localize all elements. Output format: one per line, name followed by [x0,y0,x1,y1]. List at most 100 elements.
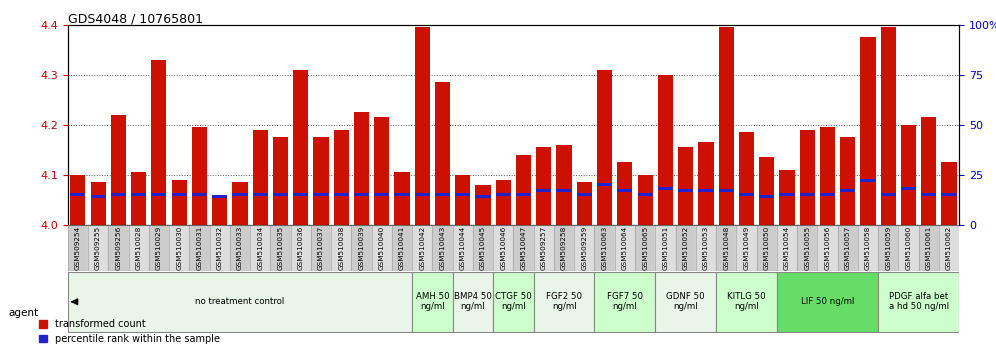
Text: GSM510033: GSM510033 [237,226,243,270]
Text: GDS4048 / 10765801: GDS4048 / 10765801 [68,12,203,25]
Text: CTGF 50
ng/ml: CTGF 50 ng/ml [495,292,532,312]
Bar [374,117,389,225]
Text: GSM510061: GSM510061 [925,226,932,270]
Bar [861,179,875,182]
Bar [455,193,470,196]
Bar [716,225,736,271]
Bar [192,193,207,196]
Bar [414,27,430,225]
Text: GSM510058: GSM510058 [865,226,871,270]
Bar [209,225,230,271]
Bar [412,272,452,331]
Bar [698,142,713,225]
Bar [131,172,146,225]
Text: GSM510060: GSM510060 [905,226,911,270]
Bar [696,225,716,271]
Bar [391,225,412,271]
Bar [334,193,349,196]
Bar [655,225,675,271]
Bar [473,225,493,271]
Bar [901,187,916,190]
Bar [939,225,959,271]
Text: GSM510034: GSM510034 [257,226,263,270]
Bar [757,225,777,271]
Text: GSM510028: GSM510028 [135,226,141,270]
Text: GSM510031: GSM510031 [196,226,202,270]
Text: GSM510043: GSM510043 [439,226,445,270]
Bar [414,193,430,196]
Text: GSM510036: GSM510036 [298,226,304,270]
Bar [334,130,349,225]
Bar [354,193,370,196]
Bar [759,195,774,198]
Bar [901,125,916,225]
Bar [151,60,166,225]
Bar [91,182,106,225]
Bar [637,193,652,196]
Bar [452,225,473,271]
Text: FGF2 50
ng/ml: FGF2 50 ng/ml [546,292,582,312]
Bar [820,193,835,196]
Text: GSM509255: GSM509255 [95,226,102,270]
Bar [941,193,956,196]
Bar [71,193,86,196]
Bar [432,225,452,271]
Bar [171,180,187,225]
Bar [557,145,572,225]
Bar [595,272,655,331]
Bar [716,272,777,331]
Text: GSM510029: GSM510029 [156,226,162,270]
Text: KITLG 50
ng/ml: KITLG 50 ng/ml [727,292,766,312]
Text: GSM510052: GSM510052 [682,226,688,270]
Text: GSM509259: GSM509259 [582,226,588,270]
Bar [232,193,248,196]
Bar [412,225,432,271]
Text: GSM510050: GSM510050 [764,226,770,270]
Bar [618,162,632,225]
Bar [169,225,189,271]
Bar [678,189,693,192]
Text: GSM510049: GSM510049 [743,226,749,270]
Bar [496,193,511,196]
Bar [858,225,878,271]
Bar [718,189,734,192]
Bar [800,130,815,225]
Bar [779,193,795,196]
Bar [372,225,391,271]
Bar [777,272,878,331]
Bar [151,193,166,196]
Text: GSM510046: GSM510046 [500,226,506,270]
Bar [314,137,329,225]
Bar [597,70,613,225]
Text: GSM510062: GSM510062 [946,226,952,270]
Text: GSM510048: GSM510048 [723,226,729,270]
Text: no treatment control: no treatment control [195,297,285,306]
Bar [536,189,552,192]
Bar [840,189,856,192]
Bar [109,225,128,271]
Bar [88,225,109,271]
Bar [880,193,895,196]
Bar [736,225,757,271]
Bar [878,272,959,331]
Bar [759,157,774,225]
Bar [493,272,534,331]
Bar [657,75,673,225]
Bar [516,193,531,196]
Text: PDGF alfa bet
a hd 50 ng/ml: PDGF alfa bet a hd 50 ng/ml [888,292,949,312]
Bar [514,225,534,271]
Text: GSM510037: GSM510037 [318,226,324,270]
Bar [718,27,734,225]
Bar [291,225,311,271]
Bar [435,82,450,225]
Bar [192,127,207,225]
Text: GSM510064: GSM510064 [622,226,627,270]
Text: GSM510057: GSM510057 [845,226,851,270]
Bar [374,193,389,196]
Text: LIF 50 ng/ml: LIF 50 ng/ml [801,297,855,306]
Bar [394,172,409,225]
Bar [452,272,493,331]
Bar [675,225,696,271]
Bar [230,225,250,271]
Bar [861,37,875,225]
